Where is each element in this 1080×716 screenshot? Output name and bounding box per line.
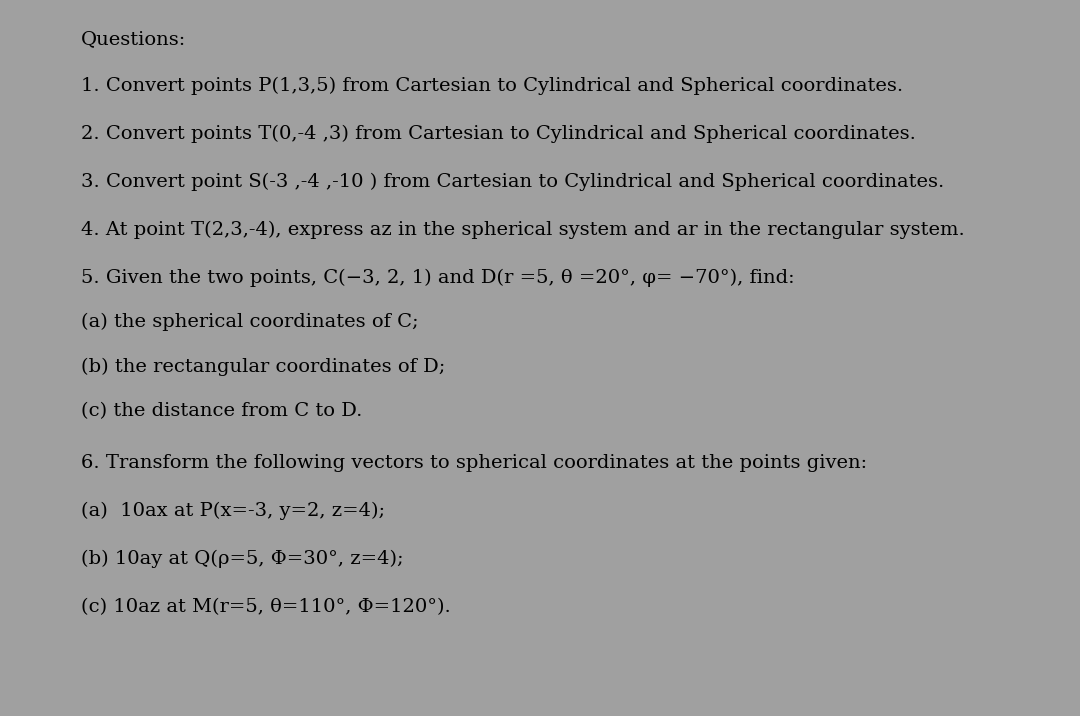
Text: (b) the rectangular coordinates of D;: (b) the rectangular coordinates of D; [81,357,445,375]
Text: 5. Given the two points, C(−3, 2, 1) and D(r =5, θ =20°, φ= −70°), find:: 5. Given the two points, C(−3, 2, 1) and… [81,268,795,286]
Text: (c) 10az at M(r=5, θ=110°, Φ=120°).: (c) 10az at M(r=5, θ=110°, Φ=120°). [81,598,450,616]
Text: Questions:: Questions: [81,30,186,48]
Text: (a) the spherical coordinates of C;: (a) the spherical coordinates of C; [81,313,419,331]
Text: 4. At point T(2,3,-4), express az in the spherical system and ar in the rectangu: 4. At point T(2,3,-4), express az in the… [81,221,964,238]
Text: (a)  10ax at P(x=-3, y=2, z=4);: (a) 10ax at P(x=-3, y=2, z=4); [81,502,386,520]
Text: 2. Convert points T(0,-4 ,3) from Cartesian to Cylindrical and Spherical coordin: 2. Convert points T(0,-4 ,3) from Cartes… [81,125,916,142]
Text: 1. Convert points P(1,3,5) from Cartesian to Cylindrical and Spherical coordinat: 1. Convert points P(1,3,5) from Cartesia… [81,77,903,95]
Text: 3. Convert point S(-3 ,-4 ,-10 ) from Cartesian to Cylindrical and Spherical coo: 3. Convert point S(-3 ,-4 ,-10 ) from Ca… [81,173,944,190]
Text: 6. Transform the following vectors to spherical coordinates at the points given:: 6. Transform the following vectors to sp… [81,454,867,472]
Text: (c) the distance from C to D.: (c) the distance from C to D. [81,402,363,420]
Text: (b) 10ay at Q(ρ=5, Φ=30°, z=4);: (b) 10ay at Q(ρ=5, Φ=30°, z=4); [81,550,404,568]
